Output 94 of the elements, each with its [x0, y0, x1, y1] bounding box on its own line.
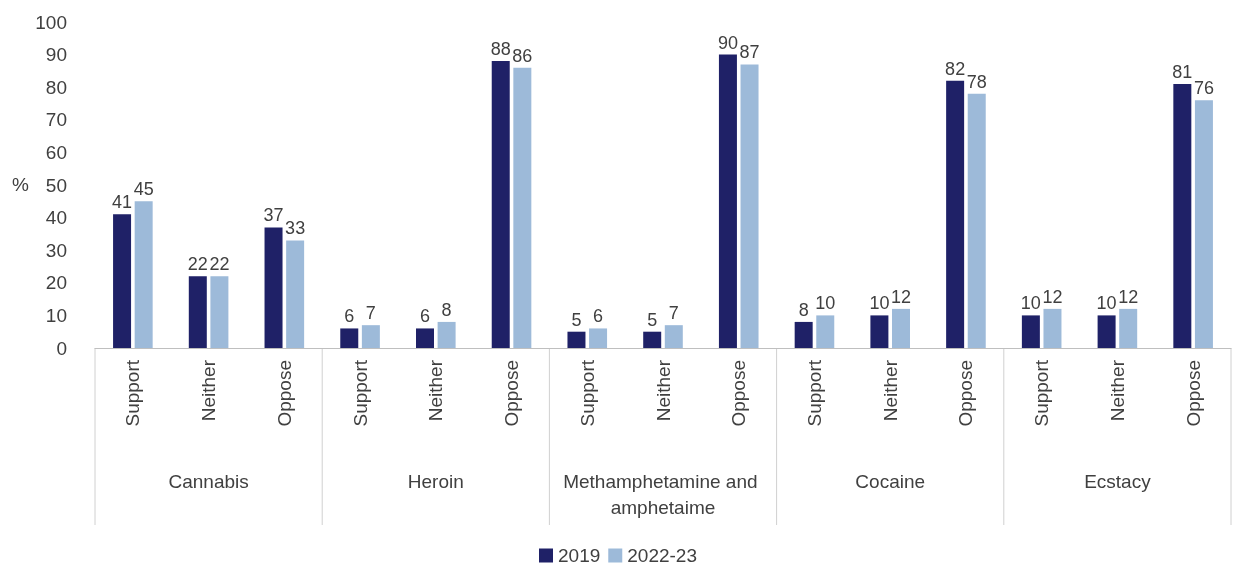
x-tick-label: Neither: [425, 359, 447, 422]
bar: [134, 201, 153, 348]
data-label: 81: [1172, 61, 1193, 82]
y-tick-label: 10: [45, 304, 67, 326]
data-label: 8: [798, 299, 809, 320]
bar: [1119, 308, 1138, 348]
text: Cannabis: [168, 470, 249, 492]
data-label: 78: [966, 71, 987, 92]
bar: [1097, 315, 1116, 348]
data-label: 7: [365, 303, 376, 324]
data-label: 10: [815, 293, 836, 314]
data-label: 22: [209, 254, 230, 275]
x-tick-label: Support: [349, 359, 371, 427]
bar: [188, 276, 207, 348]
bar: [210, 276, 229, 348]
bar: [361, 325, 380, 348]
data-label: 5: [571, 309, 582, 330]
data-label: 45: [133, 179, 154, 200]
bar: [870, 315, 889, 348]
bar: [1043, 308, 1062, 348]
bar: [816, 315, 835, 348]
data-label: 87: [739, 42, 760, 63]
data-label: 10: [1020, 293, 1041, 314]
data-label: 6: [344, 306, 355, 327]
bar: [286, 240, 305, 348]
bar: [1194, 100, 1213, 348]
text: Ecstacy: [1084, 470, 1152, 492]
bar: [946, 80, 965, 348]
data-label: 33: [285, 218, 306, 239]
x-tick-label: Support: [1031, 359, 1053, 427]
data-label: 12: [1042, 286, 1063, 307]
x-tick-label: Oppose: [1182, 360, 1204, 427]
data-label: 7: [668, 303, 679, 324]
data-label: 90: [717, 32, 738, 53]
text: Heroin: [407, 470, 464, 492]
y-tick-label: 50: [45, 174, 67, 196]
x-tick-label: Support: [122, 359, 144, 427]
text: Cocaine: [855, 470, 926, 492]
bar: [340, 328, 359, 348]
x-tick-label: Neither: [879, 359, 901, 422]
data-label: 6: [419, 306, 431, 327]
bar: [892, 308, 910, 348]
text: Methamphetamine and amphetaime: [563, 470, 763, 518]
x-tick-label: Neither: [1106, 359, 1128, 422]
y-tick-label: 30: [45, 239, 67, 261]
bar: [437, 321, 456, 348]
bar: [264, 227, 283, 348]
x-tick-label: Support: [803, 359, 825, 427]
x-tick-label: Oppose: [955, 360, 977, 427]
y-tick-label: 20: [45, 272, 67, 294]
data-label: 5: [647, 309, 658, 330]
y-tick-label: 80: [45, 76, 67, 98]
bar: [1173, 83, 1192, 348]
y-tick-label: 40: [45, 207, 67, 229]
data-label: 12: [890, 286, 912, 307]
y-tick-label: 100: [35, 11, 67, 33]
data-label: 10: [1096, 293, 1117, 314]
data-label: 37: [263, 205, 284, 226]
data-label: 82: [945, 58, 966, 79]
bar: [718, 54, 737, 348]
bar: [589, 328, 608, 348]
x-tick-label: Oppose: [501, 360, 523, 427]
data-label: 12: [1118, 286, 1139, 307]
bar: [1021, 315, 1040, 348]
x-tick-label: Oppose: [728, 360, 750, 427]
legend-label: 2022-23: [627, 545, 697, 566]
bar: [491, 61, 510, 348]
bar: [513, 67, 532, 348]
bar: [967, 93, 986, 348]
y-axis-title: %: [12, 174, 29, 195]
y-tick-label: 60: [45, 141, 67, 163]
data-label: 76: [1193, 78, 1214, 99]
bar: [664, 325, 683, 348]
bar: [416, 328, 434, 348]
x-tick-label: Neither: [198, 359, 220, 422]
data-label: 41: [112, 192, 133, 213]
data-label: 86: [512, 45, 533, 66]
data-label: 6: [593, 306, 604, 327]
y-tick-label: 70: [45, 109, 67, 131]
bar: [740, 64, 759, 348]
bar: [643, 331, 662, 348]
bar: [113, 214, 132, 348]
data-label: 10: [869, 293, 890, 314]
y-tick-label: 90: [45, 44, 67, 66]
data-label: 22: [187, 254, 208, 275]
y-tick-label: 0: [56, 337, 67, 359]
bar: [794, 321, 813, 348]
data-label: 8: [441, 299, 452, 320]
bar: [567, 331, 586, 348]
legend-label: 2019: [558, 545, 601, 566]
x-tick-label: Support: [576, 359, 598, 427]
x-tick-label: Neither: [652, 359, 674, 422]
data-label: 88: [490, 39, 511, 60]
x-tick-label: Oppose: [273, 360, 295, 427]
